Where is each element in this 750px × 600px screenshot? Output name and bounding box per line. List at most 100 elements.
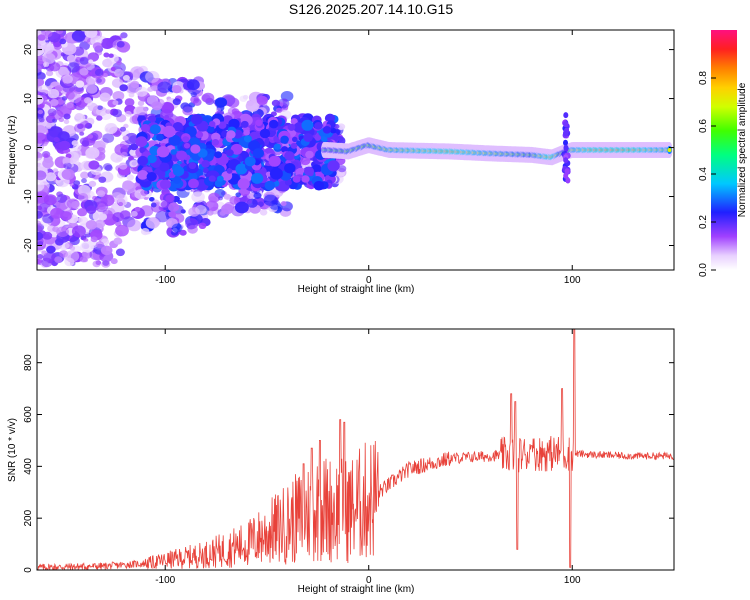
spectrogram-cell xyxy=(243,135,252,143)
spectrogram-cell xyxy=(147,86,154,92)
colorbar-label: Normalized spectral amplitude xyxy=(737,82,748,217)
spectrogram-cell xyxy=(216,175,224,182)
spectrogram-cell xyxy=(259,128,271,139)
spectrogram-cell xyxy=(112,212,124,222)
spectrogram-cell xyxy=(74,113,86,123)
spectrogram-cell xyxy=(160,109,174,121)
spectrogram-cell xyxy=(303,133,313,142)
spectrogram-cell xyxy=(237,178,250,190)
spectrogram-cell xyxy=(71,225,86,238)
spectrogram-cell xyxy=(88,160,100,170)
spectrogram-cell xyxy=(54,256,63,264)
spectrogram-cell xyxy=(77,217,83,223)
spectrogram-cell xyxy=(231,108,240,115)
spectrogram-cell xyxy=(290,118,298,125)
spectrogram-cell xyxy=(95,241,105,249)
spectrogram-cell xyxy=(176,150,188,161)
spectrogram-cell xyxy=(136,106,148,116)
spectrogram-cell xyxy=(263,194,278,206)
spectrogram-cell xyxy=(201,160,210,168)
spectrogram-cell xyxy=(129,159,139,168)
spectrogram-cell xyxy=(37,107,45,120)
spectrogram-cell xyxy=(88,59,94,64)
spectrogram-cell xyxy=(106,194,114,201)
spectrogram-cell xyxy=(201,92,215,103)
spectrogram-cell xyxy=(564,168,570,175)
spectrogram-cell xyxy=(80,171,89,179)
spectrogram-cell xyxy=(61,168,75,180)
snr-xlabel: Height of straight line (km) xyxy=(298,584,415,595)
spectrogram-cell xyxy=(207,210,214,216)
snr-xtick-label: 100 xyxy=(564,575,581,586)
spectrogram-xtick-label: -100 xyxy=(155,275,175,286)
spectrogram-cell xyxy=(101,260,111,268)
spectrogram-cell xyxy=(282,98,288,103)
spectrogram-cell xyxy=(269,119,279,129)
spectrogram-cell xyxy=(53,137,60,143)
spectrogram-cell xyxy=(116,41,125,48)
spectrogram-cell xyxy=(37,205,43,211)
spectrogram-ytick-label: -20 xyxy=(23,238,34,253)
spectrogram-cell xyxy=(128,155,134,161)
spectrogram-cell xyxy=(168,202,180,212)
spectrogram-cell xyxy=(112,100,119,106)
spectrogram-cell xyxy=(112,109,122,118)
spectrogram-cell xyxy=(168,211,177,218)
spectrogram-cell xyxy=(37,231,43,241)
spectrogram-cell xyxy=(37,179,45,192)
spectrogram-cell xyxy=(563,121,568,128)
spectrogram-cell xyxy=(156,146,170,158)
spectrogram-ytick-label: 0 xyxy=(23,144,34,150)
spectrogram-cell xyxy=(92,42,103,51)
spectrogram-cell xyxy=(100,245,113,256)
snr-panel: -100 0 100 0 200 400 600 800 Height of straight… xyxy=(7,328,675,595)
spectrogram-cell xyxy=(46,245,56,254)
spectrogram-cell xyxy=(86,205,97,214)
spectrogram-cell xyxy=(244,156,256,167)
spectrogram-cell xyxy=(79,68,89,76)
spectrogram-cell xyxy=(120,126,126,132)
spectrogram-cell xyxy=(108,53,114,58)
spectrogram-cell xyxy=(96,78,102,83)
spectrogram-cell xyxy=(37,210,43,219)
spectrogram-cell xyxy=(188,162,197,170)
spectrogram-cell xyxy=(112,91,125,101)
spectrogram-cell xyxy=(37,152,40,158)
spectrogram-cell xyxy=(173,166,185,177)
spectrogram-cell xyxy=(124,98,135,107)
spectrogram-cell xyxy=(314,134,322,141)
spectrogram-cell xyxy=(146,172,157,182)
spectrogram-cell xyxy=(63,242,70,249)
spectrogram-cell xyxy=(195,131,204,139)
spectrogram-cell xyxy=(110,66,116,72)
spectrogram-cell xyxy=(69,245,76,251)
spectrogram-cell xyxy=(140,124,150,133)
spectrogram-cell xyxy=(90,236,98,243)
spectrogram-ytick-label: 20 xyxy=(23,44,34,56)
snr-xtick-label: 0 xyxy=(366,575,372,586)
figure-title: S126.2025.207.14.10.G15 xyxy=(289,1,453,17)
spectrogram-cell xyxy=(240,120,249,128)
snr-ytick-label: 800 xyxy=(23,354,34,371)
snr-ytick-label: 600 xyxy=(23,406,34,423)
spectrogram-cell xyxy=(61,96,68,101)
spectrogram-xtick-label: 100 xyxy=(564,275,581,286)
spectrogram-cell xyxy=(135,136,148,148)
spectrogram-cell xyxy=(97,105,103,111)
spectrogram-cell xyxy=(190,91,197,98)
spectrogram-cell xyxy=(172,98,181,106)
spectrogram-cell xyxy=(313,180,325,191)
colorbar-tick-label: 0.0 xyxy=(698,263,709,277)
spectrogram-cell xyxy=(60,211,72,221)
spectrogram-cell xyxy=(305,150,314,159)
spectrogram-cell xyxy=(256,95,268,105)
spectrogram-cell xyxy=(79,256,88,263)
spectrogram-cell xyxy=(234,201,249,214)
spectrogram-cell xyxy=(155,210,170,223)
spectrogram-cell xyxy=(280,135,289,144)
spectrogram-xlabel: Height of straight line (km) xyxy=(298,284,415,295)
spectrogram-cell xyxy=(228,118,240,130)
spectrogram-cell xyxy=(226,149,234,157)
spectrogram-cell xyxy=(42,213,54,224)
